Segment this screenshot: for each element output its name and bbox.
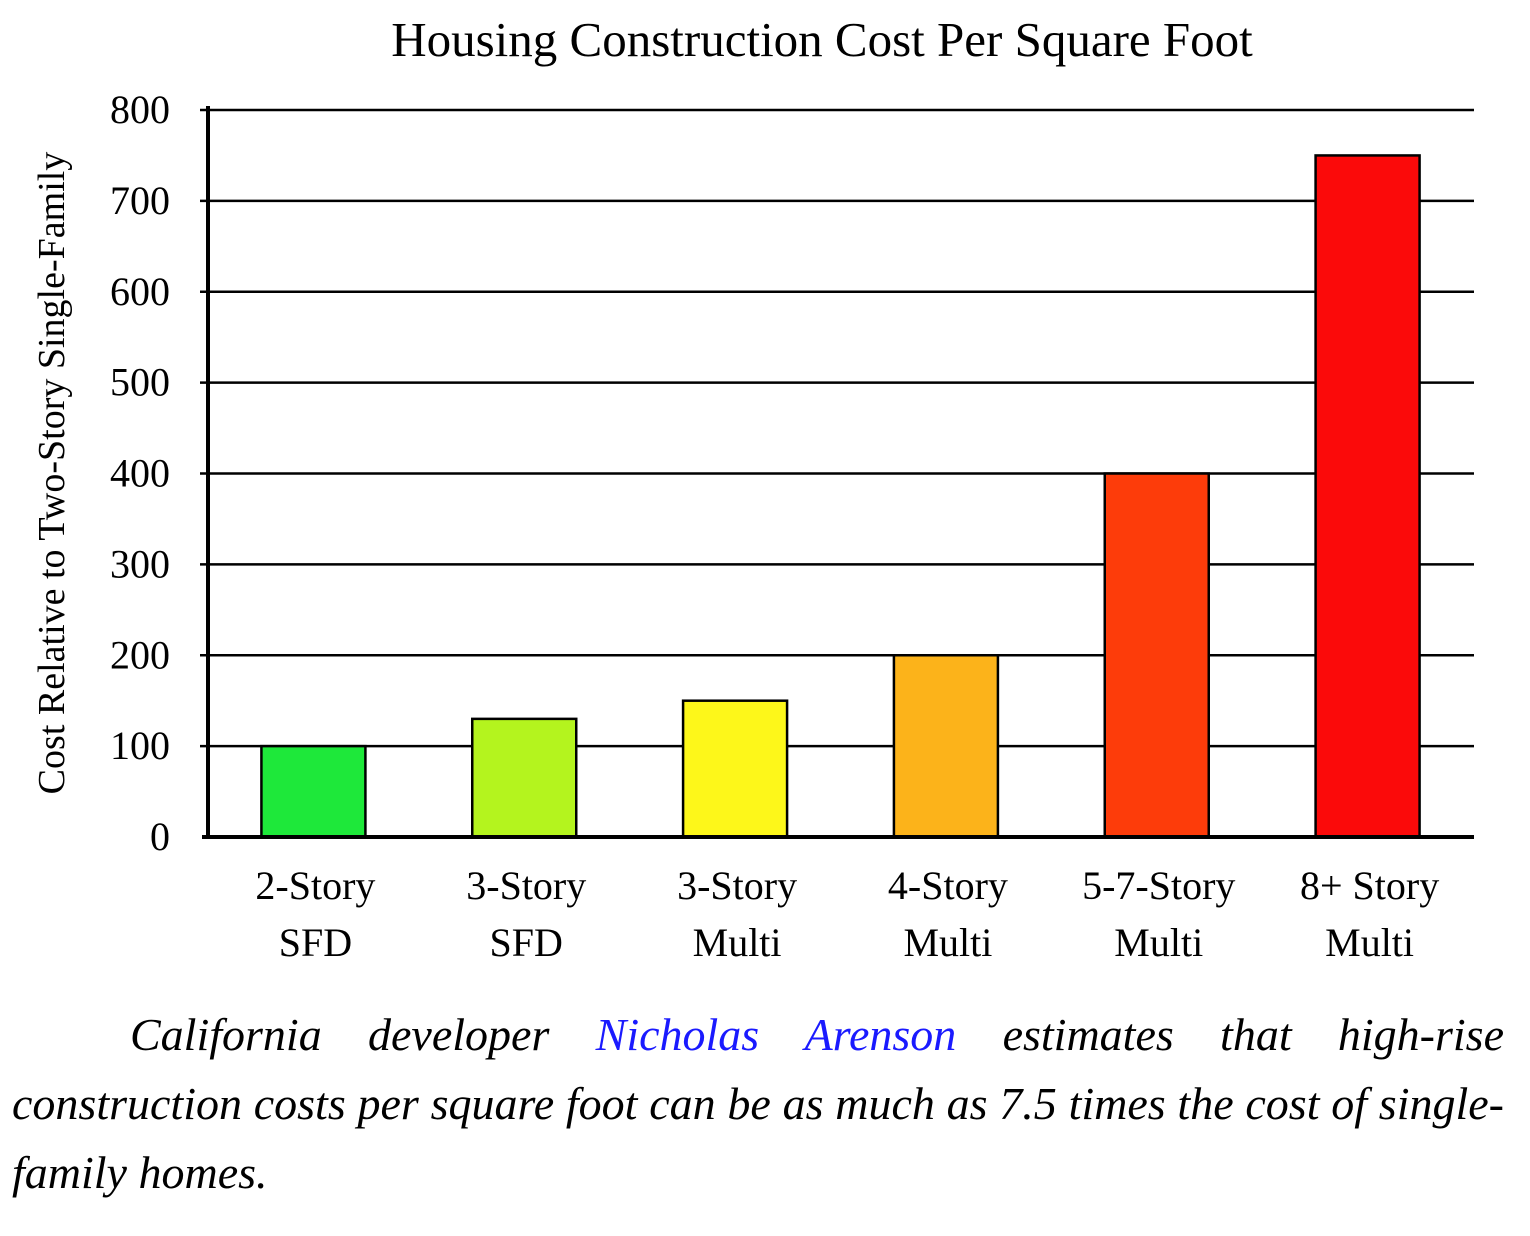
bars [260,154,1421,839]
y-tick-label: 200 [110,632,170,677]
y-tick-label: 700 [110,178,170,223]
x-tick-label: 5-7-Story [1082,863,1235,908]
y-tick-label: 100 [110,723,170,768]
bar-6 [1314,154,1421,839]
x-tick-label: 2-Story [255,863,375,908]
bar-3 [681,699,789,839]
x-tick-label: SFD [279,920,352,965]
x-tick-label: 4-Story [888,863,1008,908]
x-tick-label: Multi [903,920,992,965]
bar-5 [1103,472,1210,839]
y-tick-label: 500 [110,360,170,405]
gridlines [200,108,1474,748]
x-tick-label: 3-Story [466,863,586,908]
bar-1 [260,744,367,839]
figure-caption: California developer Nicholas Arenson es… [12,1000,1504,1207]
y-tick-label: 800 [110,87,170,132]
bar-2 [471,717,578,839]
y-tick-label: 400 [110,451,170,496]
y-tick-label: 600 [110,269,170,314]
y-tick-label: 300 [110,541,170,586]
chart-title: Housing Construction Cost Per Square Foo… [391,12,1253,67]
nicholas-arenson-link[interactable]: Nicholas Arenson [595,1009,957,1060]
caption-text-end: estimates that high-rise construction co… [12,1009,1505,1198]
x-tick-label: Multi [1325,920,1414,965]
x-tick-label: 8+ Story [1300,863,1439,908]
x-axis-ticks: 2-Story SFD 3-Story SFD 3-Story Multi 4-Story M… [255,863,1439,965]
caption-text-start: California developer [130,1009,596,1060]
x-tick-label: SFD [490,920,563,965]
y-tick-label: 0 [150,814,170,859]
bar-chart: Housing Construction Cost Per Square Foo… [31,12,1474,965]
y-axis-ticks: 0 100 200 300 400 500 600 700 800 [110,87,170,859]
x-tick-label: Multi [693,920,782,965]
x-tick-label: 3-Story [677,863,797,908]
x-tick-label: Multi [1114,920,1203,965]
bar-4 [892,654,1000,839]
y-axis-label: Cost Relative to Two-Story Single-Family [31,152,73,795]
